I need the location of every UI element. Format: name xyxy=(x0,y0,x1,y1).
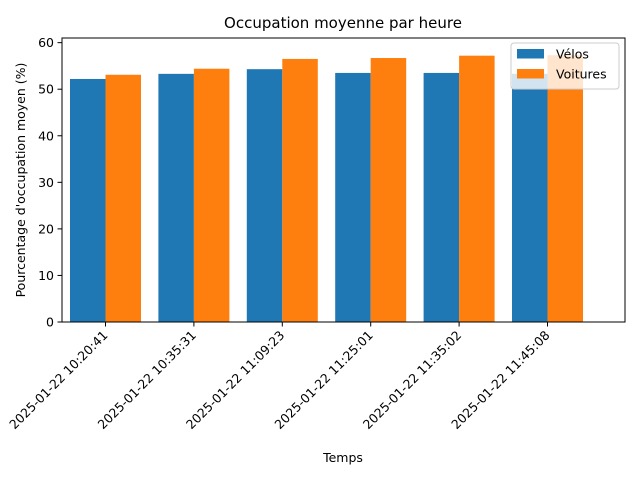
y-tick-label: 0 xyxy=(46,315,54,330)
y-tick-label: 40 xyxy=(38,128,54,143)
legend-label-velos: Vélos xyxy=(556,47,589,62)
legend-swatch-voitures xyxy=(517,69,544,79)
bar-voitures-5 xyxy=(547,55,583,322)
bar-voitures-2 xyxy=(282,58,318,322)
plot-frame xyxy=(61,37,626,323)
x-axis-label: Temps xyxy=(322,450,363,465)
y-tick-label: 50 xyxy=(38,82,54,97)
y-tick-label: 20 xyxy=(38,221,54,236)
bar-velos-5 xyxy=(512,73,548,322)
y-tick-label: 30 xyxy=(38,175,54,190)
bar-voitures-1 xyxy=(193,68,230,322)
bar-voitures-3 xyxy=(370,58,407,323)
y-axis-label: Pourcentage d'occupation moyen (%) xyxy=(13,63,28,298)
bar-velos-1 xyxy=(158,73,194,322)
bars-layer xyxy=(70,55,583,323)
bar-velos-3 xyxy=(335,72,371,322)
legend-swatch-velos xyxy=(517,49,544,59)
bar-voitures-4 xyxy=(459,55,495,322)
legend: Vélos Voitures xyxy=(510,42,620,90)
legend-label-voitures: Voitures xyxy=(556,67,607,82)
chart-title: Occupation moyenne par heure xyxy=(224,14,462,32)
bar-velos-2 xyxy=(246,69,283,322)
bar-voitures-0 xyxy=(105,74,141,322)
y-tick-label: 60 xyxy=(38,35,54,50)
bar-velos-0 xyxy=(70,78,106,322)
bar-velos-4 xyxy=(423,72,460,322)
y-tick-label: 10 xyxy=(38,268,54,283)
